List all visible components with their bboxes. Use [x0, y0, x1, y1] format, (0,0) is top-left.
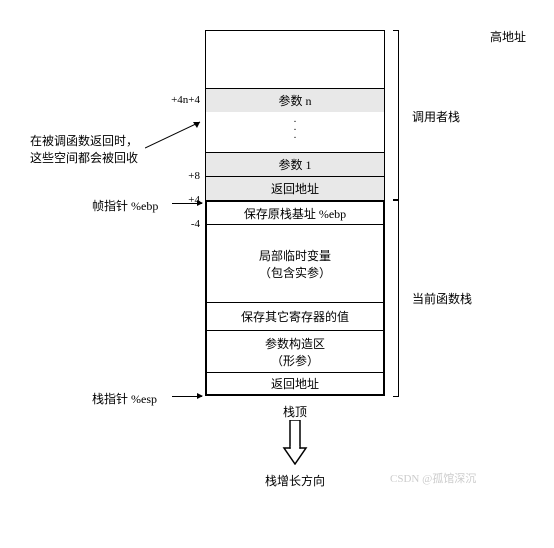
offset-4: +4 — [158, 194, 200, 206]
watermark: CSDN @孤馆深沉 — [390, 470, 476, 486]
cell-param-n: 参数 n — [205, 88, 385, 112]
cell-blank-top — [205, 30, 385, 88]
bracket-caller — [398, 30, 399, 200]
text-arg-build-1: 参数构造区 — [265, 335, 325, 352]
label-caller-stack: 调用者栈 — [412, 108, 460, 125]
text-save-ebp: 保存原栈基址 %ebp — [244, 205, 346, 222]
offset-8: +8 — [158, 170, 200, 182]
offset-m4: -4 — [158, 218, 200, 230]
note-reclaim-l2: 这些空间都会被回收 — [30, 149, 138, 166]
cell-ellipsis: . . . — [205, 112, 385, 152]
text-locals-2: （包含实参） — [259, 264, 331, 281]
cell-locals: 局部临时变量 （包含实参） — [205, 224, 385, 302]
arrow-grow-direction — [280, 420, 310, 465]
cell-save-ebp: 保存原栈基址 %ebp — [205, 200, 385, 224]
cell-param-1: 参数 1 — [205, 152, 385, 176]
cell-save-regs: 保存其它寄存器的值 — [205, 302, 385, 330]
dot: . — [206, 132, 384, 140]
cell-ret-addr-1: 返回地址 — [205, 176, 385, 200]
arrow-reclaim — [145, 118, 205, 158]
note-reclaim-l1: 在被调函数返回时， — [30, 132, 138, 149]
text-arg-build-2: （形参） — [271, 352, 319, 369]
bracket-current — [398, 200, 399, 397]
arrow-frame-ptr — [172, 203, 202, 204]
text-param-n: 参数 n — [278, 92, 311, 109]
text-ret-addr-2: 返回地址 — [271, 375, 319, 392]
text-param-1: 参数 1 — [278, 156, 311, 173]
label-stack-ptr: 栈指针 %esp — [92, 390, 157, 407]
text-locals-1: 局部临时变量 — [259, 247, 331, 264]
label-grow-dir: 栈增长方向 — [265, 472, 325, 489]
label-frame-ptr: 帧指针 %ebp — [92, 197, 158, 214]
arrow-stack-ptr — [172, 396, 202, 397]
label-current-stack: 当前函数栈 — [412, 290, 472, 307]
cell-arg-build: 参数构造区 （形参） — [205, 330, 385, 372]
text-ret-addr-1: 返回地址 — [271, 180, 319, 197]
text-save-regs: 保存其它寄存器的值 — [241, 308, 349, 325]
offset-4n4: +4n+4 — [158, 94, 200, 106]
label-high-addr: 高地址 — [490, 28, 526, 45]
label-stack-top: 栈顶 — [283, 403, 307, 420]
stack-column: 参数 n . . . 参数 1 返回地址 保存原栈基址 %ebp 局部临时变量 … — [205, 30, 385, 396]
note-reclaim: 在被调函数返回时， 这些空间都会被回收 — [30, 132, 138, 166]
cell-ret-addr-2: 返回地址 — [205, 372, 385, 396]
